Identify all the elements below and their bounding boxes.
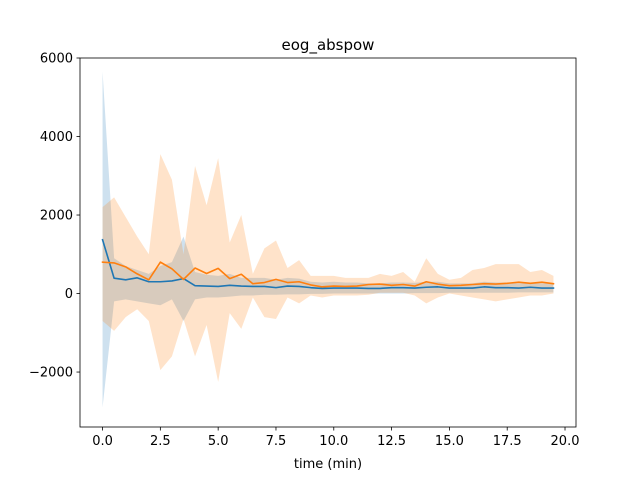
x-tick-label: 12.5 xyxy=(377,434,406,449)
x-tick-label: 2.5 xyxy=(150,434,171,449)
confidence-bands xyxy=(102,71,554,408)
chart-title: eog_abspow xyxy=(282,36,375,55)
y-tick-label: 0 xyxy=(65,287,73,302)
x-tick-label: 20.0 xyxy=(551,434,580,449)
series-line-1 xyxy=(101,238,555,290)
x-axis-ticks: 0.0 2.5 5.0 7.5 10.0 12.5 15.0 17.5 20.0 xyxy=(92,427,579,449)
y-tick-label: 4000 xyxy=(40,130,73,145)
confidence-band-2 xyxy=(102,154,554,382)
x-tick-label: 15.0 xyxy=(435,434,464,449)
axes-frame xyxy=(79,57,577,428)
y-tick-label: 6000 xyxy=(40,52,73,67)
x-tick-label: 0.0 xyxy=(92,434,113,449)
y-axis-ticks: −2000 0 2000 4000 6000 xyxy=(29,52,80,381)
series-line-2 xyxy=(101,261,555,288)
plot-frame xyxy=(79,57,577,428)
x-axis-label: time (min) xyxy=(294,457,362,472)
y-tick-label: −2000 xyxy=(29,366,73,381)
series-lines xyxy=(101,238,555,290)
x-tick-label: 17.5 xyxy=(493,434,522,449)
y-tick-label: 2000 xyxy=(40,209,73,224)
x-tick-label: 7.5 xyxy=(266,434,287,449)
x-tick-label: 10.0 xyxy=(319,434,348,449)
x-tick-label: 5.0 xyxy=(208,434,229,449)
